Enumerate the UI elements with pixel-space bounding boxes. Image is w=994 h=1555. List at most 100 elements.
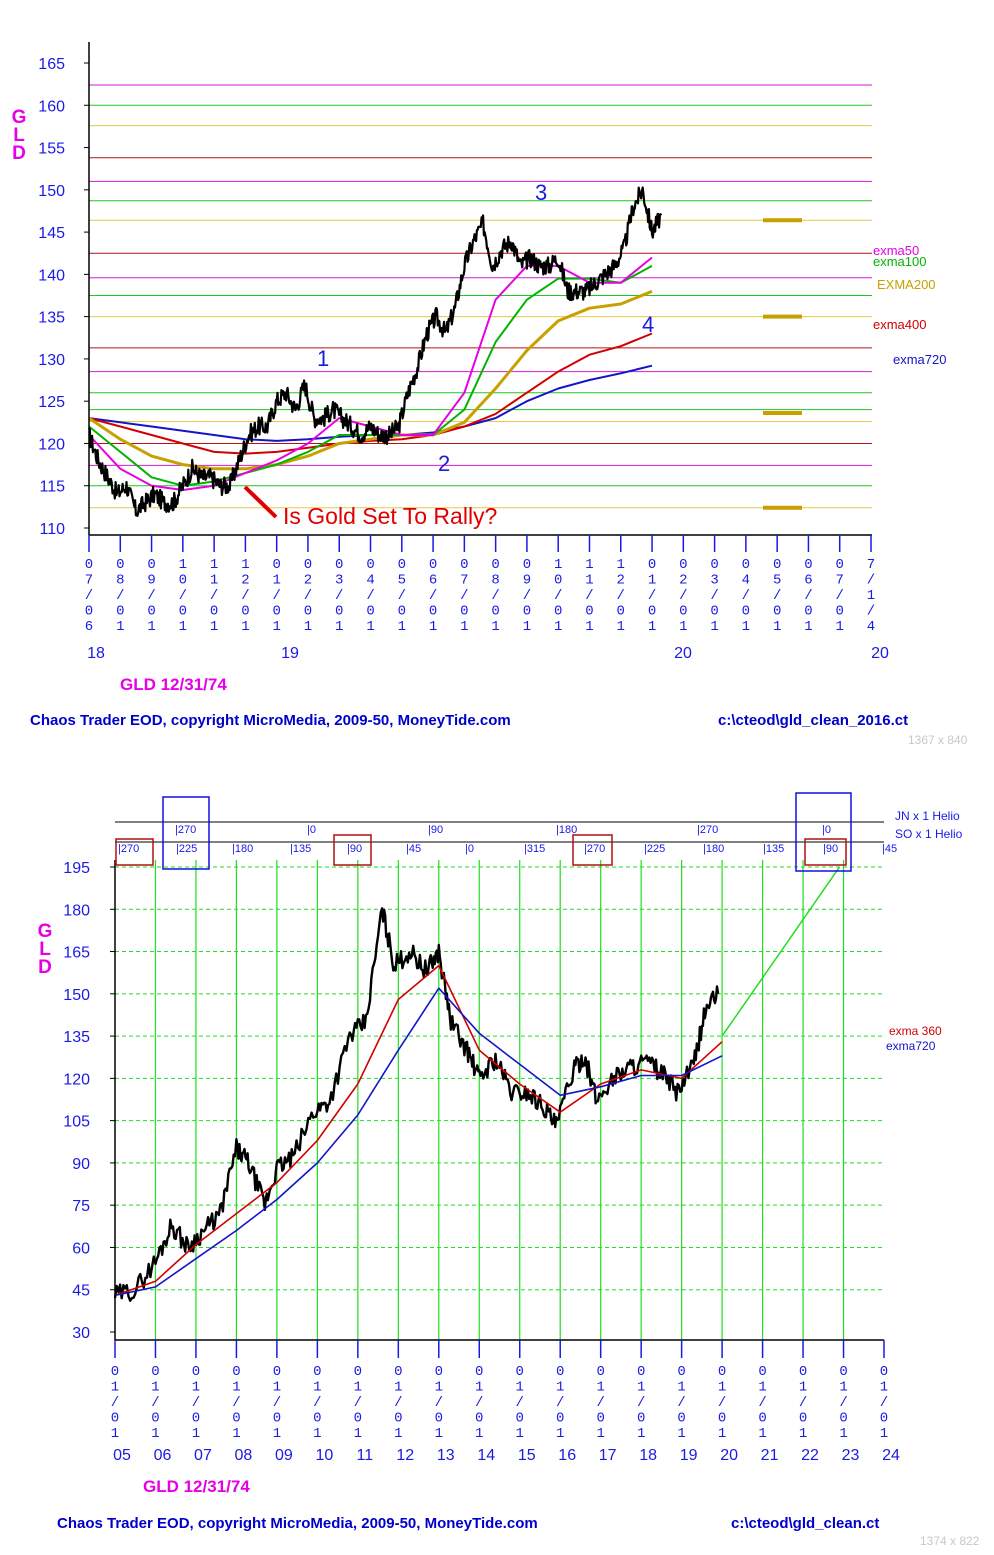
bottom-year-label: 09 — [275, 1447, 293, 1464]
bottom-year-label: 15 — [518, 1447, 536, 1464]
bottom-year-label: 21 — [761, 1447, 779, 1464]
bottom-x-tick-label: 0 1/0 1 — [758, 1364, 766, 1442]
top-y-tick-label: 120 — [38, 436, 65, 453]
bottom-year-label: 07 — [194, 1447, 212, 1464]
wave-label-1: 1 — [317, 346, 329, 371]
bottom-y-tick-label: 135 — [63, 1029, 90, 1046]
bottom-x-tick-label: 0 1/0 1 — [111, 1364, 119, 1442]
jn-helio-tick: |270 — [697, 824, 718, 836]
bottom-x-tick-label: 0 1/0 1 — [596, 1364, 604, 1442]
bottom-year-label: 13 — [437, 1447, 455, 1464]
bottom-x-tick-label: 0 1/0 1 — [880, 1364, 888, 1442]
so-helio-tick: |225 — [176, 843, 197, 855]
bottom-grid — [115, 860, 884, 1340]
label-exma720: exma720 — [893, 352, 946, 367]
bottom-year-label: 23 — [842, 1447, 860, 1464]
bottom-y-tick-label: 60 — [72, 1240, 90, 1257]
bottom-y-ticks: 30 45 60 75 90 105 120 135 150 165 180 195 — [63, 860, 115, 1342]
bottom-year-labels: 05 06 07 08 09 10 11 12 13 14 15 16 17 18 19 20 21 22 23 24 — [113, 1447, 900, 1464]
bottom-year-label: 18 — [639, 1447, 657, 1464]
top-x-tick-label: 1 0/0 1 — [554, 557, 562, 635]
so-helio-tick: |180 — [703, 843, 724, 855]
bottom-x-tick-label: 0 1/0 1 — [435, 1364, 443, 1442]
top-y-tick-label: 165 — [38, 56, 65, 73]
bottom-x-tick-label: 0 1/0 1 — [637, 1364, 645, 1442]
bottom-footer-left: Chaos Trader EOD, copyright MicroMedia, … — [57, 1515, 538, 1532]
top-x-tick-label: 0 6/0 1 — [429, 557, 437, 635]
top-x-tick-label: 7/1/4 — [867, 557, 875, 635]
top-y-tick-label: 150 — [38, 183, 65, 200]
jn-helio-tick: |270 — [175, 824, 196, 836]
bottom-x-tick-label: 0 1/0 1 — [394, 1364, 402, 1442]
top-y-tick-label: 115 — [39, 479, 65, 496]
top-x-tick-label: 0 4/0 1 — [366, 557, 374, 635]
label-exma50: exma50 — [873, 243, 919, 258]
jn-helio-tick: |180 — [556, 824, 577, 836]
top-x-tick-label: 1 0/0 1 — [179, 557, 187, 635]
bottom-year-label: 06 — [154, 1447, 172, 1464]
series-exma200 — [88, 289, 653, 471]
jn-helio-tick: |90 — [428, 824, 443, 836]
series-gld — [88, 186, 663, 518]
label-exma720-bottom: exma720 — [886, 1039, 936, 1053]
bottom-y-tick-label: 165 — [63, 945, 90, 962]
top-y-tick-label: 125 — [38, 394, 65, 411]
top-x-tick-label: 0 2/0 1 — [304, 557, 312, 635]
bottom-year-label: 14 — [477, 1447, 495, 1464]
wave-label-4: 4 — [642, 312, 654, 337]
top-y-tick-label: 110 — [39, 521, 65, 538]
top-x-tick-label: 0 7/0 1 — [460, 557, 468, 635]
bottom-year-label: 10 — [315, 1447, 333, 1464]
jn-helio-label: JN x 1 Helio — [895, 809, 960, 823]
helio-box-blue-2 — [795, 792, 852, 872]
series-exma-360 — [114, 964, 723, 1297]
wave-label-3: 3 — [535, 180, 547, 205]
helio-box-red-3 — [572, 834, 613, 866]
so-helio-tick: |90 — [347, 843, 362, 855]
so-helio-tick: |225 — [644, 843, 665, 855]
top-x-tick-label: 1 2/0 1 — [617, 557, 625, 635]
jn-helio-ticks: |270 |0 |90 |180 |270 |0 — [175, 824, 831, 836]
bottom-y-tick-label: 195 — [63, 860, 90, 877]
wave-label-2: 2 — [438, 451, 450, 476]
bottom-x-tick-label: 0 1/0 1 — [313, 1364, 321, 1442]
bottom-year-label: 12 — [396, 1447, 414, 1464]
series-projection — [721, 866, 841, 1037]
top-x-tick-label: 1 2/0 1 — [241, 557, 249, 635]
top-x-tick-label: 1 1/0 1 — [585, 557, 593, 635]
top-chart-label: GLD 12/31/74 — [120, 675, 227, 694]
bottom-y-tick-label: 75 — [72, 1198, 90, 1215]
so-helio-tick: |270 — [584, 843, 605, 855]
series-exma720 — [114, 987, 723, 1297]
top-y-tick-label: 155 — [38, 141, 65, 158]
top-y-tick-label: 145 — [38, 225, 65, 242]
top-series — [88, 186, 663, 518]
top-y-tick-label: 140 — [38, 267, 65, 284]
so-helio-tick: |0 — [465, 843, 474, 855]
bottom-year-label: 11 — [357, 1447, 374, 1464]
annotation-text: Is Gold Set To Rally? — [283, 503, 497, 529]
jn-helio-tick: |0 — [822, 824, 831, 836]
so-helio-ticks: |270 |225 |180 |135 |90 |45 |0 |315 |270 |225 |180… — [118, 843, 897, 855]
so-helio-tick: |45 — [406, 843, 421, 855]
bottom-x-ticks: 0 1/0 1 0 1/0 1 0 1/0 1 0 1/0 1 0 1/0 1 0 1/0 1 0 1/0 1 0 1/0 1… — [111, 1340, 888, 1442]
so-helio-tick: |45 — [882, 843, 897, 855]
jn-helio-tick: |0 — [307, 824, 316, 836]
top-dims: 1367 x 840 — [908, 733, 968, 747]
top-x-tick-label: 0 7/0 1 — [836, 557, 844, 635]
top-x-tick-label: 0 9/0 1 — [523, 557, 531, 635]
bottom-y-tick-label: 150 — [63, 987, 90, 1004]
helio-box-blue-1 — [162, 796, 210, 870]
top-x-tick-label: 0 4/0 1 — [742, 557, 750, 635]
bottom-y-tick-label: 90 — [72, 1156, 90, 1173]
bottom-x-tick-label: 0 1/0 1 — [475, 1364, 483, 1442]
bottom-y-tick-label: 45 — [72, 1283, 90, 1300]
series-gld — [113, 907, 720, 1302]
top-x-tick-label: 0 1/0 1 — [272, 557, 280, 635]
bottom-x-tick-label: 0 1/0 1 — [354, 1364, 362, 1442]
